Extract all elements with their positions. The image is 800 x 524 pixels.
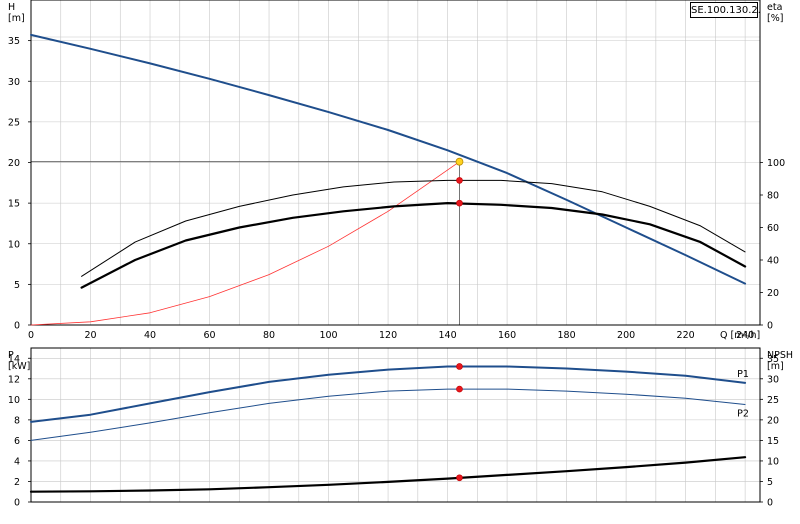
series-eta-thin bbox=[81, 179, 746, 277]
x-tick-label: 0 bbox=[28, 330, 34, 341]
y-right-tick-label: 25 bbox=[767, 395, 779, 406]
series-p1 bbox=[30, 365, 747, 423]
operating-marker bbox=[456, 363, 463, 370]
x-tick-label: 200 bbox=[617, 330, 635, 341]
y-left-axis-title: H bbox=[8, 2, 15, 13]
y-left-tick-label: 30 bbox=[8, 77, 20, 88]
y-left-tick-label: 6 bbox=[14, 436, 20, 447]
y-left-axis-unit: [kW] bbox=[8, 361, 30, 372]
y-left-tick-label: 35 bbox=[8, 36, 20, 47]
x-tick-label: 100 bbox=[319, 330, 337, 341]
x-tick-label: 220 bbox=[677, 330, 695, 341]
y-left-tick-label: 4 bbox=[14, 456, 20, 467]
series-npsh bbox=[29, 456, 747, 493]
y-left-axis-title: P bbox=[8, 350, 14, 361]
y-right-tick-label: 0 bbox=[767, 321, 773, 332]
x-axis-title: Q [m³/h] bbox=[720, 330, 760, 341]
axes bbox=[30, 0, 761, 503]
x-tick-label: 140 bbox=[439, 330, 457, 341]
y-right-tick-label: 40 bbox=[767, 256, 779, 267]
y-left-tick-label: 8 bbox=[14, 415, 20, 426]
x-tick-label: 60 bbox=[203, 330, 215, 341]
operating-marker bbox=[456, 199, 463, 207]
series-head bbox=[30, 33, 747, 285]
y-right-tick-label: 35 bbox=[767, 354, 779, 365]
operating-marker bbox=[456, 177, 463, 184]
operating-marker bbox=[456, 385, 463, 393]
y-left-tick-label: 5 bbox=[14, 280, 20, 291]
y-left-tick-label: 10 bbox=[8, 395, 20, 406]
model-label: SE.100.130.2. bbox=[690, 2, 761, 18]
y-right-tick-label: 30 bbox=[767, 374, 779, 385]
y-left-tick-label: 12 bbox=[8, 374, 20, 385]
y-right-axis-unit: [%] bbox=[767, 13, 783, 24]
operating-markers bbox=[455, 157, 464, 482]
y-right-tick-label: 0 bbox=[767, 498, 773, 509]
y-left-tick-label: 2 bbox=[14, 477, 20, 488]
y-left-tick-label: 10 bbox=[8, 239, 20, 250]
y-right-tick-label: 5 bbox=[767, 477, 773, 488]
series-label-p1: P1 bbox=[737, 369, 749, 380]
operating-marker bbox=[456, 474, 463, 482]
x-tick-label: 240 bbox=[736, 330, 754, 341]
x-tick-label: 160 bbox=[498, 330, 516, 341]
y-right-tick-label: 100 bbox=[767, 158, 785, 169]
y-right-tick-label: 20 bbox=[767, 288, 779, 299]
y-left-tick-label: 14 bbox=[8, 354, 20, 365]
y-left-tick-label: 0 bbox=[14, 498, 20, 509]
y-left-axis-unit: [m] bbox=[8, 13, 25, 24]
y-left-tick-label: 25 bbox=[8, 117, 20, 128]
y-right-tick-label: 10 bbox=[767, 456, 779, 467]
x-tick-label: 20 bbox=[84, 330, 96, 341]
series-eta-thick bbox=[80, 202, 747, 289]
x-tick-label: 120 bbox=[379, 330, 397, 341]
series-p2 bbox=[30, 388, 746, 441]
y-right-axis-title: NPSH bbox=[767, 350, 793, 361]
y-right-tick-label: 60 bbox=[767, 223, 779, 234]
y-right-axis-unit: [m] bbox=[767, 361, 784, 372]
plot-frame-power-npsh bbox=[30, 347, 761, 503]
y-left-tick-label: 20 bbox=[8, 158, 20, 169]
duty-point-marker bbox=[455, 157, 464, 166]
series-label-p2: P2 bbox=[737, 408, 749, 419]
y-left-tick-label: 0 bbox=[14, 321, 20, 332]
x-tick-label: 80 bbox=[263, 330, 275, 341]
y-right-tick-label: 15 bbox=[767, 436, 779, 447]
y-left-tick-label: 15 bbox=[8, 199, 20, 210]
series-system bbox=[30, 161, 460, 326]
y-right-tick-label: 80 bbox=[767, 191, 779, 202]
x-tick-label: 180 bbox=[558, 330, 576, 341]
y-right-tick-label: 20 bbox=[767, 415, 779, 426]
grid bbox=[31, 0, 760, 502]
series-lines bbox=[29, 33, 747, 493]
x-tick-label: 40 bbox=[144, 330, 156, 341]
y-right-axis-title: eta bbox=[767, 2, 782, 13]
